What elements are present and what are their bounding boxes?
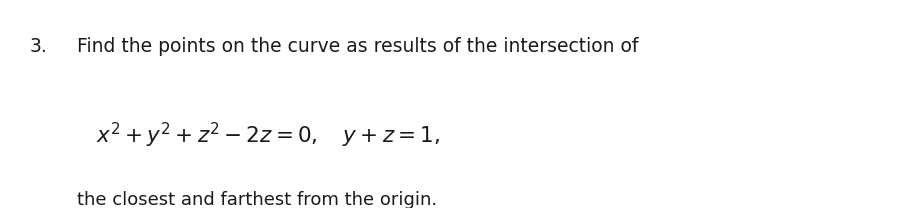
Text: the closest and farthest from the origin.: the closest and farthest from the origin… xyxy=(77,191,438,208)
Text: Find the points on the curve as results of the intersection of: Find the points on the curve as results … xyxy=(77,37,639,56)
Text: 3.: 3. xyxy=(30,37,48,56)
Text: $x^2 + y^2 + z^2 - 2z = 0, \quad y + z = 1,$: $x^2 + y^2 + z^2 - 2z = 0, \quad y + z =… xyxy=(96,121,440,150)
